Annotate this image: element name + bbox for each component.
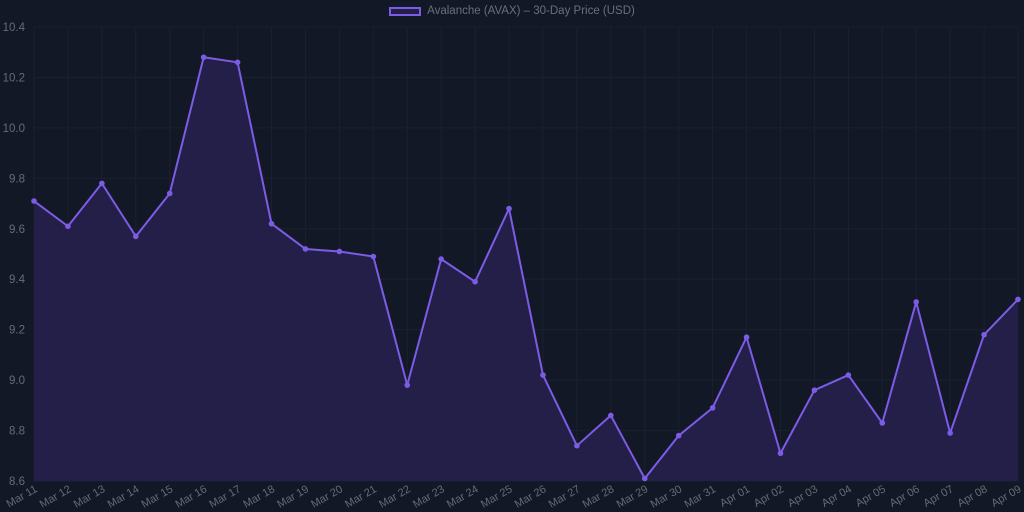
data-point[interactable] bbox=[99, 180, 105, 187]
data-point[interactable] bbox=[540, 372, 546, 378]
y-tick-label: 8.6 bbox=[9, 476, 25, 488]
x-tick-label: Mar 16 bbox=[173, 483, 209, 511]
data-point[interactable] bbox=[675, 432, 682, 439]
x-tick-label: Mar 12 bbox=[38, 483, 74, 511]
legend-label: Avalanche (AVAX) – 30-Day Price (USD) bbox=[427, 5, 635, 17]
x-tick-label: Apr 08 bbox=[955, 483, 989, 510]
x-tick-label: Mar 26 bbox=[513, 483, 549, 511]
data-point[interactable] bbox=[336, 248, 343, 255]
data-point[interactable] bbox=[947, 430, 953, 436]
x-tick-label: Apr 09 bbox=[989, 483, 1023, 510]
area-fill bbox=[34, 57, 1018, 482]
x-tick-label: Apr 07 bbox=[922, 483, 956, 510]
y-tick-label: 9.4 bbox=[9, 274, 26, 286]
x-tick-label: Apr 02 bbox=[752, 483, 786, 510]
x-tick-label: Mar 29 bbox=[615, 483, 651, 511]
y-tick-label: 9.0 bbox=[9, 375, 25, 387]
data-point[interactable] bbox=[879, 420, 886, 426]
data-point[interactable] bbox=[370, 253, 377, 260]
x-tick-label: Mar 18 bbox=[241, 483, 277, 511]
data-point[interactable] bbox=[438, 256, 444, 262]
data-point[interactable] bbox=[574, 442, 580, 449]
x-tick-label: Mar 21 bbox=[343, 483, 379, 511]
x-tick-label: Apr 05 bbox=[854, 483, 888, 510]
y-tick-label: 9.8 bbox=[9, 173, 25, 185]
x-tick-label: Mar 31 bbox=[682, 483, 718, 511]
data-point[interactable] bbox=[166, 190, 173, 197]
x-tick-label: Mar 17 bbox=[207, 483, 243, 511]
data-point[interactable] bbox=[234, 59, 241, 66]
x-tick-label: Apr 01 bbox=[718, 483, 752, 510]
x-tick-label: Apr 06 bbox=[888, 483, 922, 510]
series-line bbox=[33, 56, 1019, 480]
x-tick-label: Apr 03 bbox=[786, 483, 820, 510]
data-point[interactable] bbox=[506, 205, 512, 212]
data-point[interactable] bbox=[472, 278, 478, 285]
data-point[interactable] bbox=[981, 331, 987, 338]
y-tick-label: 8.8 bbox=[9, 426, 25, 438]
y-tick-label: 10.4 bbox=[3, 22, 26, 34]
data-point[interactable] bbox=[777, 450, 784, 457]
x-tick-label: Mar 22 bbox=[377, 483, 413, 511]
x-tick-label: Mar 23 bbox=[411, 483, 447, 511]
data-point[interactable] bbox=[65, 223, 71, 230]
data-point[interactable] bbox=[608, 412, 614, 419]
x-tick-label: Mar 15 bbox=[140, 483, 176, 511]
x-tick-label: Mar 14 bbox=[106, 483, 142, 511]
x-tick-label: Mar 30 bbox=[649, 483, 685, 511]
data-point[interactable] bbox=[132, 233, 139, 240]
data-point[interactable] bbox=[31, 198, 37, 204]
data-point[interactable] bbox=[913, 299, 920, 305]
data-point[interactable] bbox=[1015, 296, 1021, 303]
data-point[interactable] bbox=[845, 372, 852, 378]
y-tick-label: 10.0 bbox=[3, 123, 25, 135]
x-tick-label: Mar 25 bbox=[479, 483, 515, 511]
y-tick-label: 10.2 bbox=[3, 72, 25, 84]
x-tick-label: Mar 24 bbox=[445, 483, 481, 511]
x-tick-label: Mar 27 bbox=[547, 483, 583, 511]
x-tick-label: Mar 13 bbox=[72, 483, 108, 511]
x-tick-label: Apr 04 bbox=[820, 483, 854, 510]
data-point[interactable] bbox=[302, 246, 309, 252]
legend-swatch-icon bbox=[389, 6, 422, 16]
x-tick-label: Mar 19 bbox=[275, 483, 311, 511]
data-point[interactable] bbox=[200, 54, 207, 61]
y-tick-label: 9.6 bbox=[9, 224, 25, 236]
data-point[interactable] bbox=[709, 405, 716, 411]
y-tick-label: 9.2 bbox=[9, 325, 25, 337]
x-tick-label: Mar 20 bbox=[309, 483, 345, 511]
data-point[interactable] bbox=[811, 387, 818, 394]
data-point[interactable] bbox=[743, 334, 750, 341]
data-point[interactable] bbox=[268, 220, 275, 227]
chart-legend[interactable]: Avalanche (AVAX) – 30-Day Price (USD) bbox=[0, 5, 1024, 17]
data-point[interactable] bbox=[404, 382, 411, 388]
x-tick-label: Mar 28 bbox=[581, 483, 617, 511]
data-point[interactable] bbox=[641, 475, 648, 482]
